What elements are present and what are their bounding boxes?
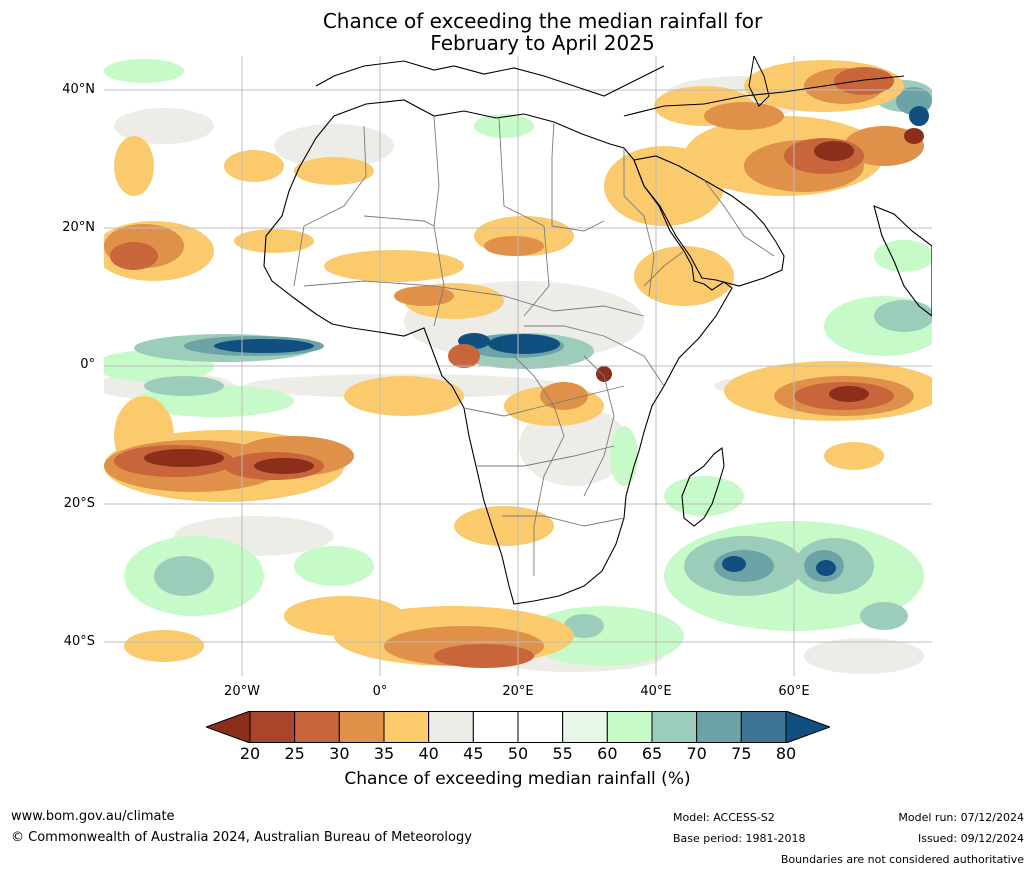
- lon-label-0: 0°: [372, 684, 388, 699]
- below-median-highest-patches: [144, 128, 924, 474]
- colorbar-tick-label: 75: [731, 744, 752, 763]
- colorbar-segment: [338, 711, 385, 743]
- colorbar-tick-label: 30: [329, 744, 350, 763]
- colorbar-segment: [472, 711, 519, 743]
- lon-label-40e: 40°E: [640, 684, 672, 699]
- colorbar: [206, 711, 830, 743]
- disclaimer-text: Boundaries are not considered authoritat…: [780, 853, 1024, 866]
- colorbar-tick-label: 35: [373, 744, 395, 763]
- colorbar-segment: [562, 711, 608, 743]
- colorbar-segment: [606, 711, 653, 743]
- map-canvas: [104, 56, 932, 676]
- colorbar-segment: [249, 711, 296, 743]
- colorbar-tick-label: 20: [239, 744, 261, 763]
- lat-label-40n: 40°N: [62, 82, 95, 97]
- colorbar-tick-label: 50: [507, 744, 529, 763]
- colorbar-tick-label: 40: [418, 744, 439, 763]
- colorbar-tick-label: 55: [552, 744, 573, 763]
- map-title: Chance of exceeding the median rainfall …: [0, 10, 1035, 54]
- colorbar-segments: [206, 711, 830, 743]
- lat-label-40s: 40°S: [63, 634, 95, 649]
- colorbar-segment: [651, 711, 698, 743]
- colorbar-tick-label: 60: [597, 744, 618, 763]
- title-line-1: Chance of exceeding the median rainfall …: [322, 9, 763, 33]
- issued-text: Issued: 09/12/2024: [917, 832, 1024, 845]
- colorbar-tick-label: 80: [775, 744, 797, 763]
- copyright-text: © Commonwealth of Australia 2024, Austra…: [11, 830, 472, 845]
- colorbar-tick-label: 45: [463, 744, 484, 763]
- lon-label-20e: 20°E: [502, 684, 534, 699]
- lat-label-20s: 20°S: [63, 496, 95, 511]
- colorbar-segment: [517, 711, 564, 743]
- lat-label-0: 0°: [80, 357, 95, 372]
- colorbar-segment: [206, 711, 251, 743]
- lon-label-60e: 60°E: [778, 684, 810, 699]
- colorbar-tick-label: 65: [641, 744, 663, 763]
- lat-label-20n: 20°N: [62, 220, 95, 235]
- title-line-2: February to April 2025: [430, 31, 655, 55]
- rainfall-map: [104, 56, 932, 676]
- colorbar-segment: [383, 711, 430, 743]
- colorbar-segment: [696, 711, 742, 743]
- website-link[interactable]: www.bom.gov.au/climate: [11, 809, 175, 824]
- colorbar-tick-label: 70: [686, 744, 707, 763]
- model-text: Model: ACCESS-S2: [673, 811, 775, 824]
- colorbar-segment: [294, 711, 340, 743]
- model-run-text: Model run: 07/12/2024: [898, 811, 1024, 824]
- caspian-sea: [748, 56, 770, 107]
- lon-label-20w: 20°W: [224, 684, 260, 699]
- colorbar-segment: [428, 711, 474, 743]
- colorbar-segment: [785, 711, 830, 743]
- country-borders: [293, 115, 775, 576]
- colorbar-tick-label: 25: [284, 744, 305, 763]
- colorbar-title: Chance of exceeding median rainfall (%): [344, 769, 691, 789]
- base-period-text: Base period: 1981-2018: [673, 832, 806, 845]
- colorbar-segment: [740, 711, 787, 743]
